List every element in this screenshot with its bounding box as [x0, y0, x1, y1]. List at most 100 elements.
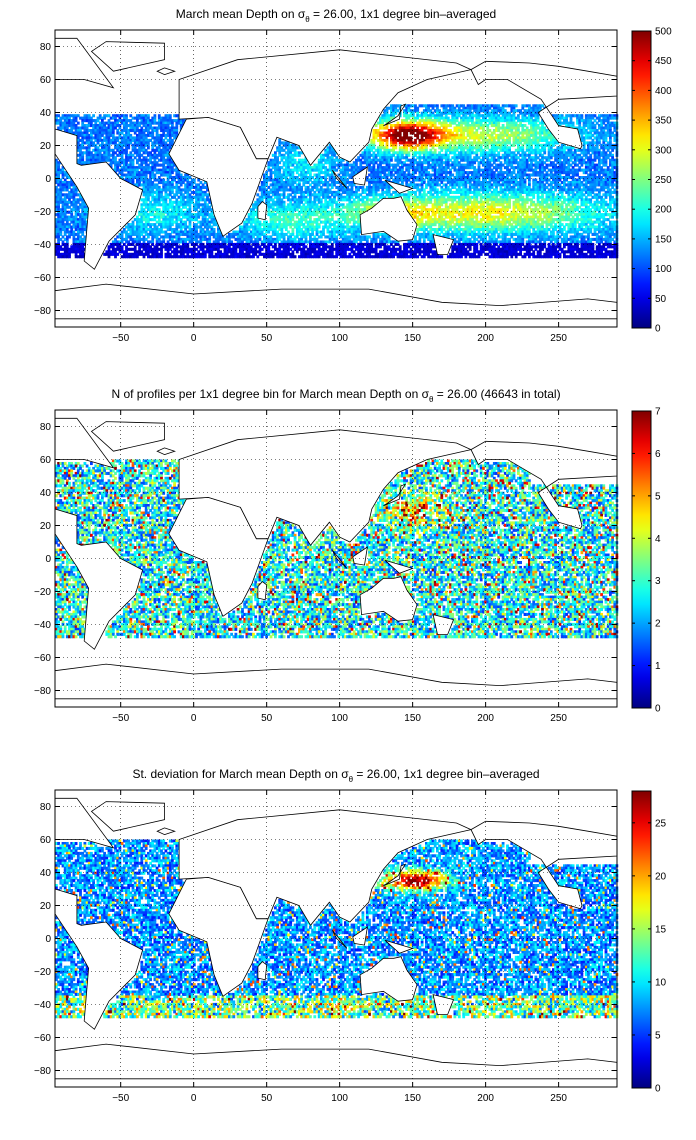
heatmap-cell: [517, 148, 520, 152]
heatmap-cell: [372, 163, 376, 167]
heatmap-cell: [482, 141, 485, 145]
heatmap-cell: [462, 104, 466, 108]
heatmap-cell: [563, 119, 566, 123]
heatmap-cell: [578, 126, 582, 130]
heatmap-cell: [414, 141, 417, 145]
heatmap-cell: [475, 171, 479, 175]
heatmap-cell: [438, 121, 441, 125]
heatmap-cell: [611, 156, 614, 160]
heatmap-cell: [157, 168, 161, 172]
heatmap-cell: [582, 146, 586, 150]
heatmap-cell: [68, 181, 71, 185]
heatmap-cell: [595, 143, 599, 147]
heatmap-cell: [464, 111, 468, 115]
heatmap-cell: [523, 138, 527, 142]
heatmap-cell: [131, 163, 135, 167]
heatmap-cell: [591, 148, 595, 152]
heatmap-cell: [477, 116, 481, 120]
heatmap-cell: [61, 116, 65, 120]
heatmap-cell: [368, 173, 371, 177]
heatmap-cell: [122, 141, 126, 145]
heatmap-cell: [125, 141, 128, 145]
heatmap-cell: [464, 143, 468, 147]
heatmap-cell: [482, 156, 485, 160]
heatmap-cell: [118, 161, 122, 165]
heatmap-cell: [506, 156, 509, 160]
heatmap-cell: [543, 185, 547, 189]
heatmap-cell: [589, 181, 593, 185]
heatmap-cell: [420, 193, 424, 197]
heatmap-cell: [591, 183, 595, 187]
heatmap-cell: [372, 193, 376, 197]
heatmap-cell: [144, 195, 148, 199]
heatmap-cell: [440, 158, 444, 162]
heatmap-cell: [565, 178, 568, 182]
heatmap-cell: [495, 104, 498, 108]
heatmap-cell: [602, 153, 606, 157]
heatmap-cell: [508, 104, 511, 108]
heatmap-cell: [344, 171, 347, 175]
heatmap-cell: [116, 129, 120, 133]
heatmap-cell: [475, 185, 479, 189]
heatmap-cell: [420, 141, 424, 145]
heatmap-cell: [556, 176, 560, 180]
heatmap-cell: [298, 178, 301, 182]
heatmap-cell: [157, 178, 161, 182]
heatmap-cell: [609, 114, 612, 118]
heatmap-cell: [528, 173, 531, 177]
heatmap-cell: [171, 124, 174, 128]
heatmap-cell: [503, 116, 507, 120]
heatmap-cell: [558, 124, 562, 128]
heatmap-cell: [315, 178, 319, 182]
heatmap-cell: [431, 114, 435, 118]
heatmap-cell: [344, 166, 347, 170]
heatmap-cell: [68, 193, 71, 197]
heatmap-cell: [166, 124, 170, 128]
heatmap-cell: [543, 126, 547, 130]
heatmap-cell: [611, 114, 614, 118]
heatmap-cell: [606, 131, 610, 135]
heatmap-cell: [490, 138, 494, 142]
heatmap-cell: [521, 104, 525, 108]
heatmap-cell: [394, 193, 398, 197]
heatmap-cell: [138, 114, 141, 118]
heatmap-cell: [160, 158, 163, 162]
heatmap-cell: [186, 193, 190, 197]
heatmap-cell: [79, 146, 82, 150]
heatmap-cell: [455, 148, 459, 152]
heatmap-cell: [510, 158, 514, 162]
heatmap-cell: [164, 114, 168, 118]
heatmap-cell: [436, 129, 439, 133]
heatmap-cell: [147, 153, 150, 157]
heatmap-cell: [333, 161, 336, 165]
heatmap-cell: [90, 131, 93, 135]
heatmap-cell: [453, 133, 457, 137]
heatmap-cell: [488, 136, 492, 140]
heatmap-cell: [468, 166, 472, 170]
heatmap-cell: [96, 138, 100, 142]
heatmap-cell: [593, 153, 597, 157]
heatmap-cell: [405, 121, 409, 125]
heatmap-cell: [525, 131, 529, 135]
heatmap-cell: [453, 138, 457, 142]
heatmap-cell: [385, 119, 389, 123]
heatmap-cell: [563, 153, 566, 157]
heatmap-cell: [558, 163, 562, 167]
heatmap-cell: [61, 193, 65, 197]
heatmap-cell: [425, 156, 428, 160]
heatmap-cell: [538, 171, 542, 175]
heatmap-cell: [171, 178, 174, 182]
heatmap-cell: [422, 109, 426, 113]
heatmap-cell: [127, 133, 131, 137]
heatmap-cell: [440, 161, 444, 165]
heatmap-cell: [361, 153, 365, 157]
heatmap-cell: [114, 121, 117, 125]
heatmap-cell: [348, 168, 352, 172]
heatmap-cell: [530, 161, 533, 165]
heatmap-cell: [79, 151, 82, 155]
heatmap-cell: [390, 116, 393, 120]
heatmap-cell: [503, 176, 507, 180]
heatmap-cell: [131, 148, 135, 152]
heatmap-cell: [394, 138, 398, 142]
heatmap-cell: [593, 193, 597, 197]
